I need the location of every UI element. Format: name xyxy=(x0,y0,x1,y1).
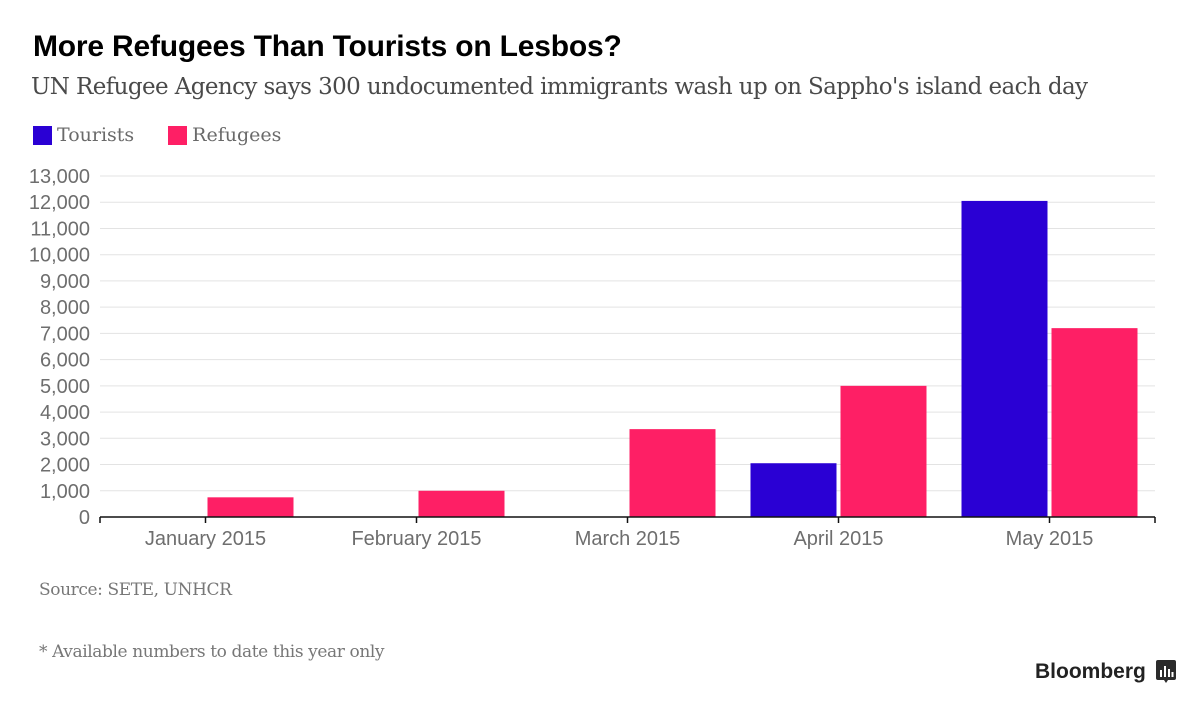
bloomberg-logo: Bloomberg xyxy=(1035,660,1176,684)
x-tick-label: April 2015 xyxy=(793,528,883,550)
footnote: * Available numbers to date this year on… xyxy=(39,642,385,662)
x-axis: January 2015 February 2015 March 2015 April… xyxy=(99,516,1156,550)
x-tick-label: January 2015 xyxy=(145,528,266,550)
legend-label-tourists: Tourists xyxy=(57,124,135,146)
bar-tourists xyxy=(750,463,837,517)
y-axis-ticks: 0 1,000 2,000 3,000 4,000 5,000 6,000 7,000 8,00… xyxy=(29,166,90,529)
y-tick-label: 8,000 xyxy=(40,297,90,319)
y-tick-label: 9,000 xyxy=(40,271,90,293)
bar-refugees xyxy=(629,429,716,517)
legend-item-tourists: Tourists xyxy=(33,124,134,146)
y-tick-label: 6,000 xyxy=(40,350,90,372)
bar-refugees xyxy=(1051,328,1138,517)
brand-text: Bloomberg xyxy=(1035,660,1146,683)
y-tick-label: 0 xyxy=(79,507,90,529)
x-tick-label: March 2015 xyxy=(575,528,681,550)
y-tick-label: 10,000 xyxy=(29,245,90,267)
x-tick-label: May 2015 xyxy=(1006,528,1094,550)
y-tick-label: 1,000 xyxy=(40,481,90,503)
bars xyxy=(207,200,1138,517)
bar-chart: 0 1,000 2,000 3,000 4,000 5,000 6,000 7,000 8,00… xyxy=(29,166,1156,550)
chart-title: More Refugees Than Tourists on Lesbos? xyxy=(33,30,622,63)
legend-item-refugees: Refugees xyxy=(168,124,281,146)
legend-label-refugees: Refugees xyxy=(192,124,282,146)
y-tick-label: 5,000 xyxy=(40,376,90,398)
y-tick-label: 7,000 xyxy=(40,323,90,345)
y-tick-label: 3,000 xyxy=(40,428,90,450)
y-tick-label: 13,000 xyxy=(29,166,90,188)
bloomberg-chart-icon xyxy=(1155,660,1176,683)
y-tick-label: 11,000 xyxy=(30,218,90,240)
bar-refugees xyxy=(418,490,505,517)
bar-tourists xyxy=(961,200,1048,517)
y-tick-label: 2,000 xyxy=(40,455,90,477)
legend-swatch-refugees xyxy=(168,125,188,145)
y-tick-label: 4,000 xyxy=(40,402,90,424)
bar-refugees xyxy=(207,497,294,517)
legend-swatch-tourists xyxy=(33,125,52,145)
legend: Tourists Refugees xyxy=(33,124,315,146)
x-tick-label: February 2015 xyxy=(351,528,481,550)
bar-refugees xyxy=(840,385,927,517)
source-note: Source: SETE, UNHCR xyxy=(39,580,232,600)
chart-subtitle: UN Refugee Agency says 300 undocumented … xyxy=(31,74,1088,100)
y-tick-label: 12,000 xyxy=(29,192,90,214)
